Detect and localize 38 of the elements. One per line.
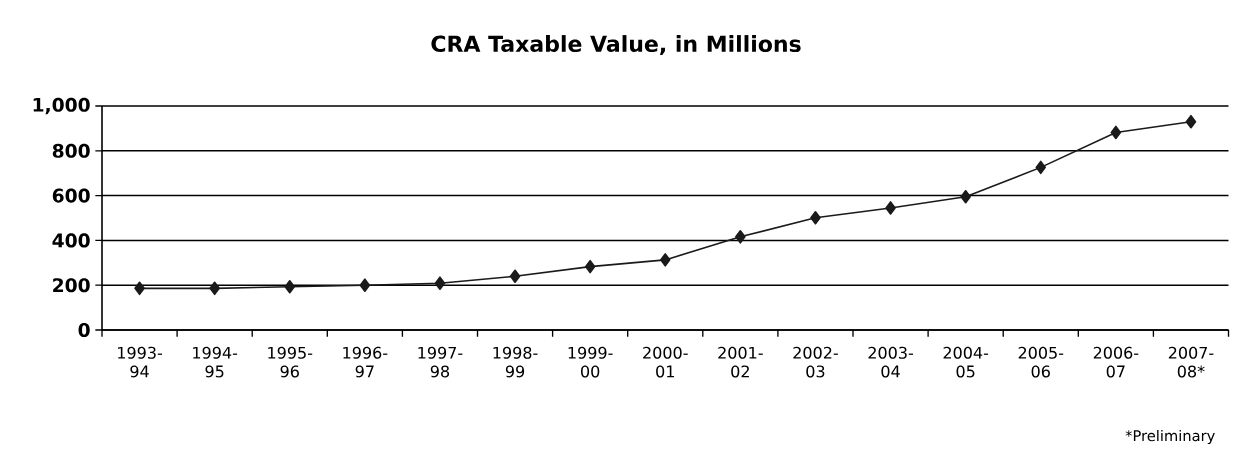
x-tick-label: 1996-97 bbox=[343, 346, 388, 378]
x-tick-label: 1998-99 bbox=[493, 346, 538, 378]
y-tick-label: 600 bbox=[52, 188, 90, 203]
point bbox=[359, 278, 371, 292]
x-tick-label: 2007-08* bbox=[1168, 346, 1214, 378]
text: *Preliminary bbox=[1125, 429, 1215, 445]
point bbox=[810, 210, 821, 225]
x-tick-label: 1997-98 bbox=[418, 346, 463, 378]
x-tick-label: 2006-07 bbox=[1093, 346, 1139, 378]
y-tick-label: 0 bbox=[78, 322, 90, 338]
y-tick-label: 400 bbox=[52, 233, 90, 248]
x-tick-label: 2003-04 bbox=[868, 346, 914, 378]
point bbox=[509, 269, 521, 284]
y-tick-label: 800 bbox=[52, 143, 90, 158]
y-tick-label: 200 bbox=[53, 278, 90, 293]
point bbox=[1185, 114, 1197, 129]
x-tick-label: 2004-05 bbox=[943, 346, 989, 378]
chart-title: CRA Taxable Value, in Millions bbox=[431, 35, 801, 55]
x-tick-label: 2001-02 bbox=[718, 346, 763, 378]
x-tick-label: 2002-03 bbox=[793, 346, 838, 378]
y-tick-label: 1,000 bbox=[33, 97, 90, 115]
point bbox=[885, 201, 896, 215]
point bbox=[209, 281, 220, 296]
point bbox=[659, 253, 671, 267]
point bbox=[1035, 160, 1047, 175]
point bbox=[735, 230, 746, 244]
point bbox=[1110, 125, 1122, 140]
point bbox=[434, 276, 446, 290]
point bbox=[284, 279, 296, 294]
x-tick-label: 1993-94 bbox=[118, 346, 163, 378]
x-tick-label: 2000-01 bbox=[643, 346, 688, 378]
x-tick-label: 1999-00 bbox=[568, 346, 613, 378]
point bbox=[584, 259, 596, 274]
x-tick-label: 2005-06 bbox=[1018, 346, 1064, 378]
point bbox=[134, 281, 145, 296]
x-tick-label: 1994-95 bbox=[193, 346, 238, 378]
point bbox=[960, 189, 971, 204]
x-tick-label: 1995-96 bbox=[268, 346, 313, 378]
